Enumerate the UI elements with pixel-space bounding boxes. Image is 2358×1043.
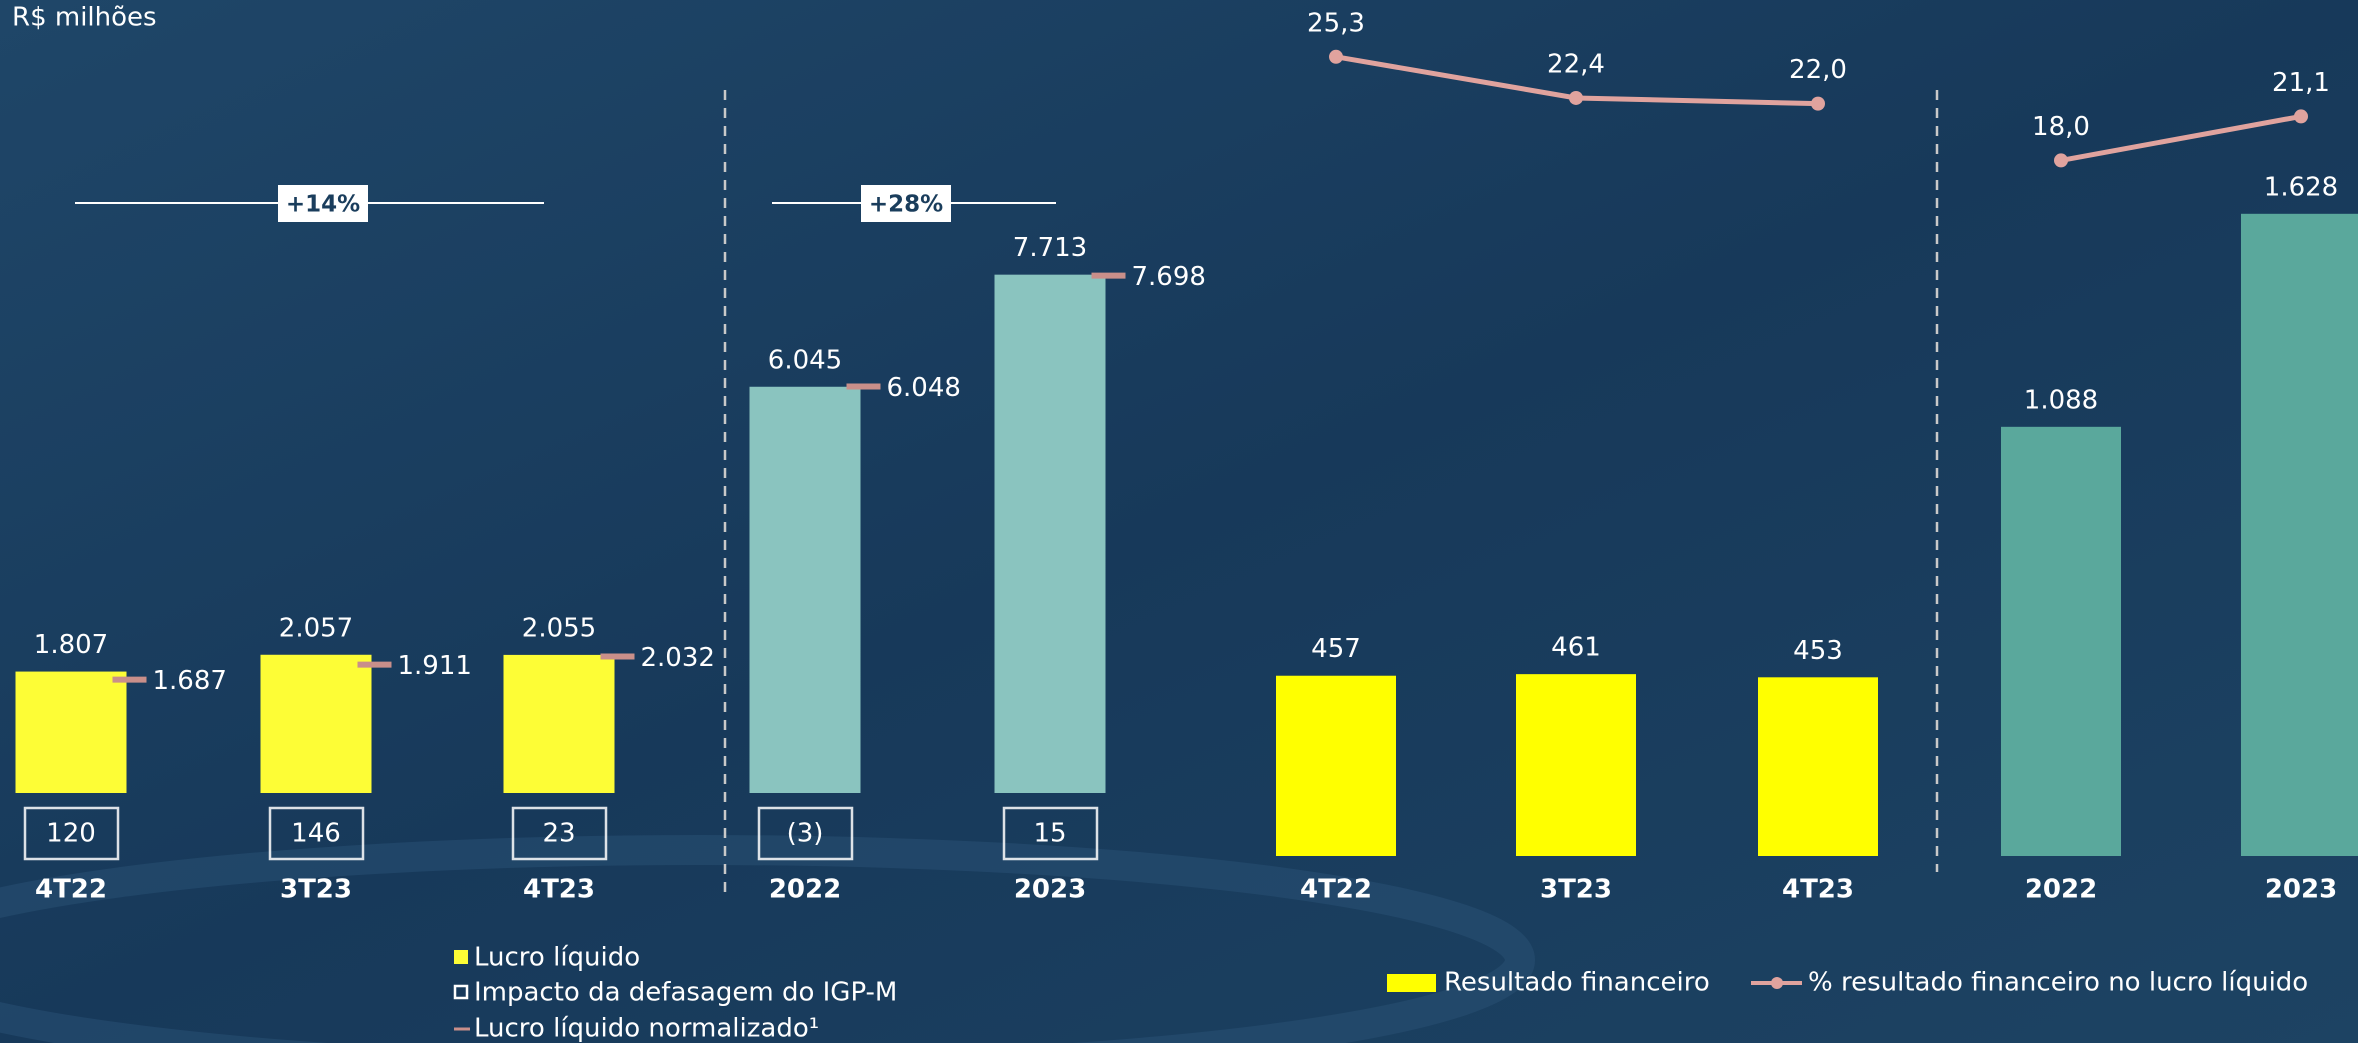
line-point xyxy=(2054,153,2068,168)
normalized-label: 7.698 xyxy=(1132,262,1206,292)
normalized-label: 1.687 xyxy=(153,666,227,696)
bar xyxy=(2241,213,2358,857)
impact-label: 15 xyxy=(1033,819,1066,849)
bar xyxy=(260,654,372,793)
x-tick-label: 3T23 xyxy=(1540,875,1612,905)
value-label: 22,0 xyxy=(1789,55,1847,85)
growth-label: +14% xyxy=(286,192,360,218)
normalized-label: 1.911 xyxy=(398,651,472,681)
value-label: 7.713 xyxy=(1013,233,1087,263)
normalized-label: 2.032 xyxy=(641,643,715,673)
value-label: 6.045 xyxy=(768,345,842,375)
line-point xyxy=(2294,109,2308,124)
value-label: 25,3 xyxy=(1307,8,1365,38)
value-label: 453 xyxy=(1793,636,1843,666)
legend-swatch xyxy=(453,984,469,1000)
x-tick-label: 4T23 xyxy=(1782,875,1854,905)
legend-label: Impacto da defasagem do IGP-M xyxy=(474,978,897,1008)
impact-label: 146 xyxy=(291,819,341,849)
value-label: 457 xyxy=(1311,634,1361,664)
impact-label: (3) xyxy=(787,819,824,849)
legend-swatch xyxy=(1771,977,1783,989)
impact-box xyxy=(268,806,365,861)
bar xyxy=(1276,675,1396,856)
value-label: 1.088 xyxy=(2024,385,2098,415)
legend-swatch xyxy=(454,950,468,964)
impact-label: 23 xyxy=(542,819,575,849)
value-label: 1.807 xyxy=(34,630,108,660)
x-tick-label: 2022 xyxy=(769,875,841,905)
line xyxy=(2060,113,2302,163)
bar xyxy=(1516,674,1636,856)
bar xyxy=(503,654,615,793)
x-tick-label: 2023 xyxy=(1014,875,1086,905)
impact-box xyxy=(1002,806,1099,861)
decor xyxy=(0,835,1535,1043)
x-tick-label: 4T22 xyxy=(1300,875,1372,905)
x-tick-label: 3T23 xyxy=(280,875,352,905)
bar xyxy=(994,274,1106,793)
line-point xyxy=(1569,90,1583,105)
value-label: 18,0 xyxy=(2032,112,2090,142)
x-tick-label: 2023 xyxy=(2265,875,2337,905)
impact-box xyxy=(511,806,608,861)
impact-label: 120 xyxy=(46,819,96,849)
impact-box xyxy=(757,806,854,861)
legend-label: % resultado financeiro no lucro líquido xyxy=(1808,968,2308,998)
unit-label: R$ milhões xyxy=(12,3,157,33)
line-point xyxy=(1329,49,1343,64)
value-label: 2.055 xyxy=(522,613,596,643)
growth-box xyxy=(861,185,951,222)
x-tick-label: 2022 xyxy=(2025,875,2097,905)
line-point xyxy=(1811,96,1825,111)
value-label: 2.057 xyxy=(279,613,353,643)
bar xyxy=(15,671,127,793)
growth-label: +28% xyxy=(869,192,943,218)
bar xyxy=(2001,426,2121,856)
value-label: 21,1 xyxy=(2272,68,2330,98)
impact-box xyxy=(23,806,120,861)
legend-label: Lucro líquido xyxy=(474,943,640,973)
normalized-label: 6.048 xyxy=(887,373,961,403)
x-tick-label: 4T23 xyxy=(523,875,595,905)
growth-box xyxy=(278,185,368,222)
legend-label: Resultado financeiro xyxy=(1444,968,1710,998)
legend-swatch xyxy=(1387,974,1436,992)
value-label: 1.628 xyxy=(2264,172,2338,202)
bar xyxy=(1758,677,1878,856)
x-tick-label: 4T22 xyxy=(35,875,107,905)
value-label: 22,4 xyxy=(1547,49,1605,79)
value-label: 461 xyxy=(1551,633,1601,663)
legend-label: Lucro líquido normalizado¹ xyxy=(474,1014,819,1043)
bar xyxy=(749,386,861,793)
